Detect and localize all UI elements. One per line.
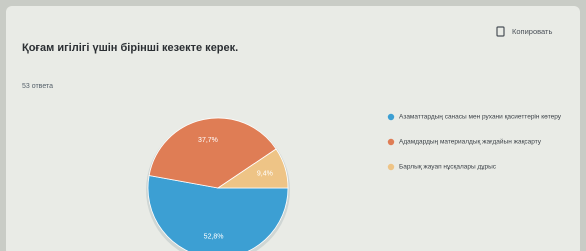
legend-label: Барлық жауап нұсқалары дұрыс	[399, 164, 497, 171]
legend-marker	[388, 114, 394, 120]
response-count: 53 ответа	[22, 83, 53, 90]
question-title: Қоғам игілігі үшін бірінші кезекте керек…	[22, 42, 238, 54]
legend-label: Адамдардың материалдық жағдайын жақсарту	[399, 138, 542, 146]
legend-marker	[388, 164, 394, 170]
form-response-card: Копировать Қоғам игілігі үшін бірінші ке…	[0, 0, 586, 251]
slice-label: 9,4%	[257, 171, 273, 178]
slice-label: 37,7%	[198, 137, 218, 144]
legend-marker	[388, 139, 394, 145]
copy-label: Копировать	[512, 27, 552, 36]
slice-label: 52,8%	[204, 234, 224, 241]
legend-label: Азаматтардың санасы мен рухани қасиеттер…	[399, 113, 562, 121]
page: {"header": {"copy_button": "Копировать"}…	[0, 0, 586, 251]
